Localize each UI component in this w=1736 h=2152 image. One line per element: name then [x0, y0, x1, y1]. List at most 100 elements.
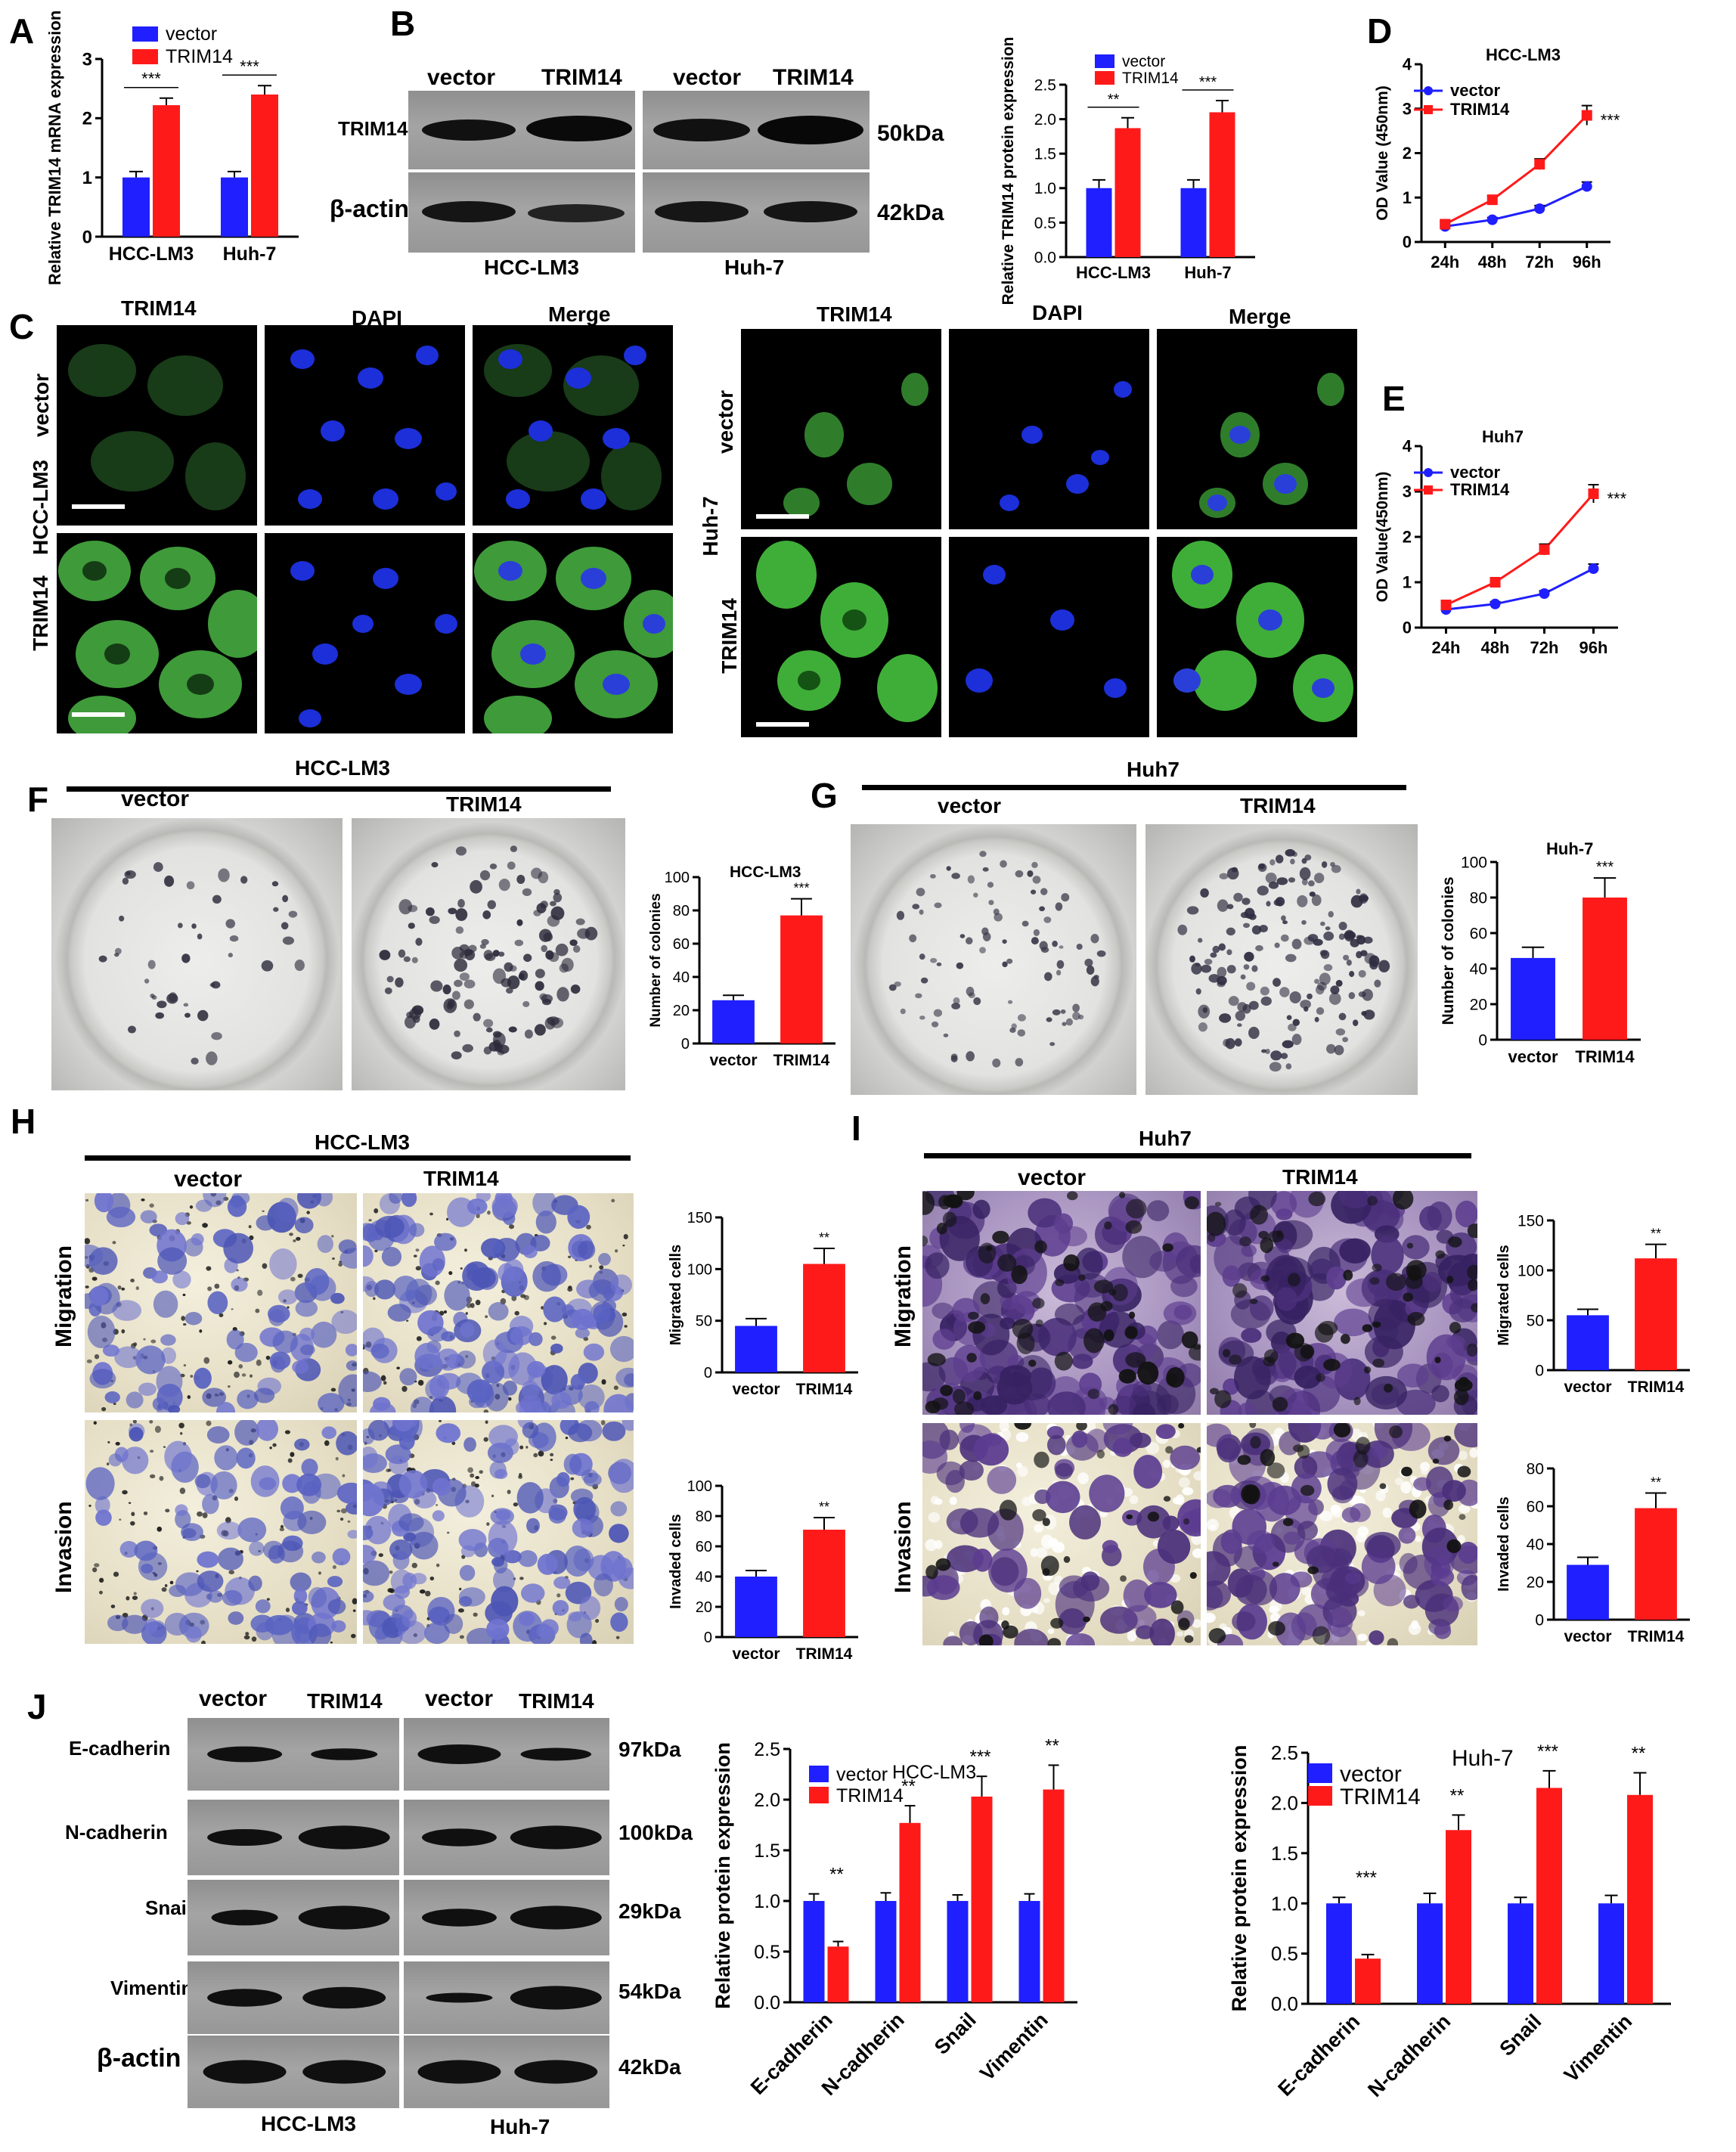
texture-blob — [953, 997, 960, 1005]
texture-blob — [932, 1302, 954, 1319]
texture-blob — [612, 1557, 633, 1580]
texture-blob — [432, 1257, 445, 1271]
f-group-trim14: TRIM14 — [446, 792, 522, 816]
texture-blob — [458, 1587, 485, 1607]
texture — [85, 1420, 357, 1644]
g-title-bar — [862, 785, 1406, 790]
y-tick-label: 0.0 — [754, 1992, 780, 2014]
texture-blob — [1443, 1499, 1454, 1510]
texture-blob — [226, 1329, 244, 1350]
texture-blob — [389, 1571, 393, 1574]
legend-label: vector — [1122, 53, 1165, 70]
texture-blob — [1013, 1291, 1041, 1315]
texture-blob — [1260, 1275, 1270, 1282]
texture-blob — [436, 1504, 439, 1506]
texture-blob — [442, 985, 451, 994]
texture-blob — [1241, 1328, 1262, 1343]
texture-blob — [479, 1470, 483, 1474]
x-tick-label: 24h — [1431, 253, 1459, 271]
texture-blob — [1289, 991, 1301, 1003]
texture-blob — [234, 1342, 258, 1363]
c-right-col-trim14: TRIM14 — [817, 302, 892, 326]
texture-blob — [550, 1453, 554, 1457]
texture-blob — [1350, 1428, 1362, 1441]
series-line-trim14 — [1444, 114, 1588, 225]
texture-blob — [1209, 1388, 1219, 1395]
texture-blob — [589, 1264, 592, 1268]
texture-blob — [1127, 1630, 1137, 1642]
y-tick-label: 2.5 — [754, 1739, 780, 1760]
texture-blob — [130, 1521, 135, 1526]
bar-vector — [947, 1901, 969, 2002]
micro-c-hcc-trim14-dapi — [265, 533, 465, 733]
c-left-col-merge: Merge — [548, 302, 611, 326]
x-tick-label: E-cadherin — [1273, 2010, 1364, 2101]
transwell-i-migration-trim14 — [1207, 1191, 1477, 1415]
texture-blob — [1170, 1600, 1184, 1614]
texture-blob — [533, 1453, 538, 1458]
texture-blob — [1458, 1450, 1468, 1461]
texture-blob — [1103, 1329, 1114, 1341]
texture-blob — [1181, 1331, 1198, 1349]
texture-blob — [1320, 950, 1330, 960]
h-row-migration: Migration — [51, 1245, 76, 1347]
x-tick-label: 72h — [1525, 253, 1554, 271]
texture-blob — [164, 1440, 192, 1473]
texture-blob — [240, 876, 248, 884]
texture-blob — [1222, 1265, 1241, 1287]
texture-blob — [412, 1015, 420, 1023]
blot-b-row-actin: β-actin — [330, 195, 409, 222]
texture-blob — [164, 1584, 168, 1587]
c-left-col-trim14: TRIM14 — [121, 296, 197, 320]
texture-blob — [191, 1233, 204, 1246]
x-tick-label: vector — [732, 1645, 780, 1663]
texture-blob — [522, 888, 532, 897]
texture-blob — [143, 1338, 146, 1341]
texture-blob — [294, 959, 305, 972]
blot-j-lane-3: vector — [425, 1686, 494, 1711]
c-right-cell: Huh-7 — [699, 496, 722, 557]
texture-blob — [290, 1276, 296, 1282]
texture-blob — [1056, 960, 1065, 969]
texture-blob — [1362, 1324, 1373, 1332]
blot-b-group-1: HCC-LM3 — [484, 256, 579, 279]
texture-blob — [180, 1432, 183, 1435]
texture-blob — [494, 1468, 508, 1479]
data-point — [1588, 488, 1599, 499]
texture-blob — [473, 1612, 478, 1617]
texture-blob — [223, 1233, 253, 1264]
transwell-h-invasion-trim14 — [363, 1420, 634, 1644]
texture-blob — [553, 1576, 571, 1589]
texture-blob — [1071, 1354, 1093, 1369]
texture-blob — [197, 1551, 219, 1568]
texture-blob — [959, 934, 966, 938]
texture-blob — [1207, 1233, 1216, 1242]
texture-blob — [1149, 1618, 1175, 1645]
blot-b-lane-1: vector — [427, 65, 496, 90]
h-row-invasion: Invasion — [51, 1501, 76, 1593]
texture-blob — [550, 1335, 556, 1340]
x-tick-label: N-cadherin — [1363, 2010, 1455, 2101]
panel-label-b: B — [390, 4, 416, 43]
texture-blob — [548, 1508, 566, 1524]
texture-blob — [569, 939, 578, 946]
texture-blob — [115, 1441, 120, 1446]
texture-blob — [575, 918, 585, 926]
texture-blob — [1207, 1211, 1226, 1236]
texture-blob — [306, 1211, 310, 1214]
texture-blob — [1243, 964, 1250, 970]
texture-blob — [1328, 992, 1341, 1005]
texture-blob — [1323, 931, 1335, 941]
texture-blob — [284, 1430, 290, 1434]
texture-blob — [296, 1236, 301, 1241]
texture-blob — [1054, 1351, 1073, 1371]
texture-blob — [124, 870, 136, 879]
texture-blob — [1307, 1566, 1319, 1574]
texture-blob — [939, 1429, 959, 1450]
texture-blob — [398, 1513, 424, 1532]
texture-blob — [153, 862, 163, 873]
texture-blob — [439, 1420, 442, 1422]
texture-blob — [1178, 1477, 1190, 1488]
x-tick-label: 48h — [1481, 638, 1510, 657]
